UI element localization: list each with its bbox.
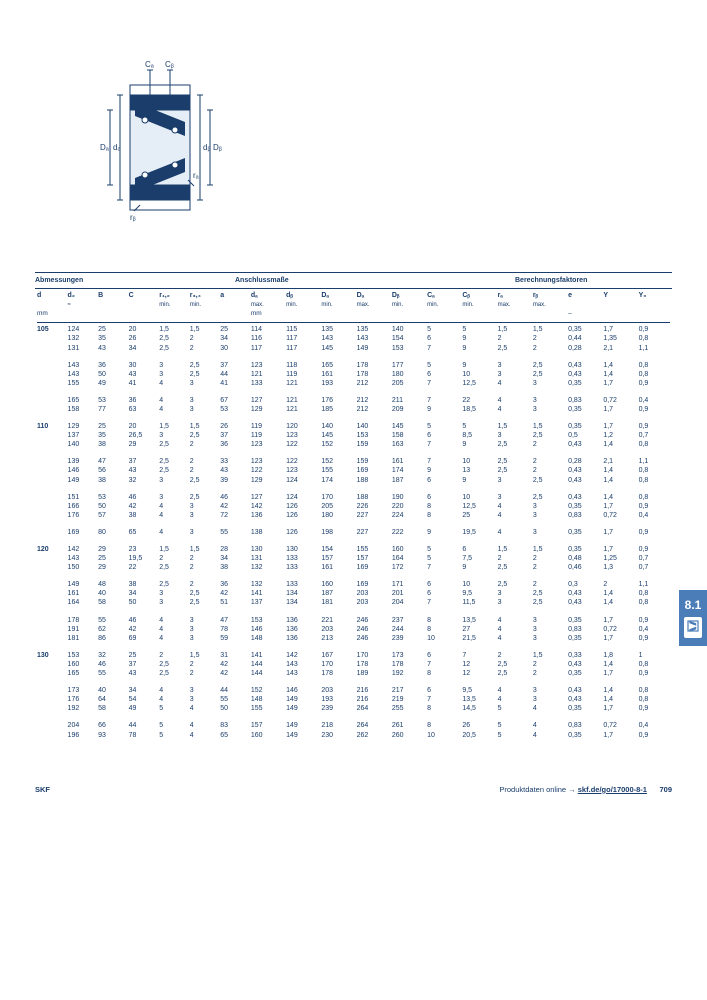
table-row: 181866943591481362132462391021,5430,351,… <box>35 634 672 643</box>
table-row: 1373526,532,53711912314515315868,532,50,… <box>35 431 672 440</box>
brand-logo: SKF <box>35 785 50 794</box>
label-Db: Dᵦ <box>213 143 222 152</box>
label-ra: rₐ <box>193 171 200 180</box>
table-row: 17855464347153136221246237813,5430,351,7… <box>35 608 672 625</box>
bearing-cross-section-diagram: Cₐ Cᵦ Dₐ dₐ dᵦ Dᵦ rₐ rᵦ <box>95 60 672 232</box>
col-header: rᵦmax. <box>531 291 566 310</box>
col-header: Y <box>601 291 636 310</box>
page-footer: SKF Produktdaten online → skf.de/go/1700… <box>35 785 672 794</box>
table-row: 16555432,52421441431781891928122,520,351… <box>35 669 672 678</box>
label-rb: rᵦ <box>130 213 136 222</box>
table-row: 161403432,54214113418720320169,532,50,43… <box>35 589 672 598</box>
col-header: Y₀ <box>637 291 672 310</box>
bearing-icon <box>684 617 702 638</box>
col-header: d₂≈ <box>66 291 97 310</box>
section-headers: Abmessungen Anschlussmaße Berechnungsfak… <box>35 277 672 284</box>
table-row: 16046372,52421441431701781787122,520,431… <box>35 660 672 669</box>
table-row: 17657384372136126180227224825430,830,720… <box>35 511 672 520</box>
col-header: rₐmax. <box>496 291 531 310</box>
col-header: d <box>35 291 66 310</box>
col-header: C <box>127 291 158 310</box>
table-row: 20466445483157149218264261826540,830,720… <box>35 713 672 730</box>
col-header: dₐmax. <box>249 291 284 310</box>
table-row: 14038292,5236123122152159163792,520,431,… <box>35 440 672 449</box>
table-row: 15029222,5238132133161169172792,520,461,… <box>35 563 672 572</box>
label-Da: Dₐ <box>100 143 110 152</box>
table-row: 1734034434415214620321621769,5430,431,40… <box>35 678 672 695</box>
table-row: 14656432,52431221231551691749132,520,431… <box>35 466 672 475</box>
table-row: 14948382,52361321331601691716102,520,321… <box>35 572 672 589</box>
table-row: 17664544355148149193216219713,5430,431,4… <box>35 695 672 704</box>
table-row: 16980654355138126198227222919,5430,351,7… <box>35 520 672 537</box>
col-header: r₃,₄min. <box>188 291 219 310</box>
table-row: 11012925201,51,526119120140140145551,51,… <box>35 414 672 431</box>
label-da: dₐ <box>113 143 121 152</box>
section-tab: 8.1 <box>679 590 707 646</box>
table-row: 143363032,5371231181651781775932,50,431,… <box>35 353 672 370</box>
bearing-data-table: dd₂≈BCr₁,₂min.r₃,₄min.adₐmax.dᵦmin.Dₐmin… <box>35 291 672 740</box>
table-row: 16650424342142126205226220812,5430,351,7… <box>35 502 672 511</box>
table-row: 19162424378146136203246244827430,830,720… <box>35 625 672 634</box>
table-row: 16553364367127121176212211722430,830,720… <box>35 388 672 405</box>
table-row: 151534632,54612712417018819061032,50,431… <box>35 485 672 502</box>
table-row: 164585032,551137134181203204711,532,50,4… <box>35 598 672 607</box>
table-row: 13947372,52331231221521591617102,520,282… <box>35 449 672 466</box>
col-header: Dₐmin. <box>319 291 354 310</box>
col-header: dᵦmin. <box>284 291 319 310</box>
table-row: 19258495450155149239264255814,5540,351,7… <box>35 704 672 713</box>
table-row: 15549414341133121193212205712,5430,351,7… <box>35 379 672 388</box>
col-header: r₁,₂min. <box>157 291 188 310</box>
col-header: e <box>566 291 601 310</box>
label-db: dᵦ <box>203 143 211 152</box>
table-row: 12014229231,51,528130130154155160561,51,… <box>35 537 672 554</box>
col-header: B <box>96 291 127 310</box>
table-row: 143504332,54412111916117818061032,50,431… <box>35 370 672 379</box>
table-row: 13235262,523411611714314315469220,441,35… <box>35 334 672 343</box>
table-row: 10512425201,51,525114115135135140551,51,… <box>35 325 672 334</box>
col-header: Cᵦmin. <box>460 291 495 310</box>
table-row: 15877634353129121185212209918,5430,351,7… <box>35 405 672 414</box>
col-header: Dₐmax. <box>355 291 390 310</box>
label-Cb: Cᵦ <box>165 60 174 69</box>
table-row: 1432519,5223413113315715716457,5220,481,… <box>35 554 672 563</box>
col-header: a <box>218 291 249 310</box>
col-header: Dᵦmin. <box>390 291 425 310</box>
col-header: Cₐmin. <box>425 291 460 310</box>
table-row: 149383232,5391291241741881876932,50,431,… <box>35 476 672 485</box>
table-row: 130153322521,5311411421671701736721,50,3… <box>35 643 672 660</box>
table-row: 196937854651601492302622601020,5540,351,… <box>35 731 672 740</box>
label-Ca: Cₐ <box>145 60 155 69</box>
table-row: 13143342,5230117117145149153792,520,282,… <box>35 344 672 353</box>
